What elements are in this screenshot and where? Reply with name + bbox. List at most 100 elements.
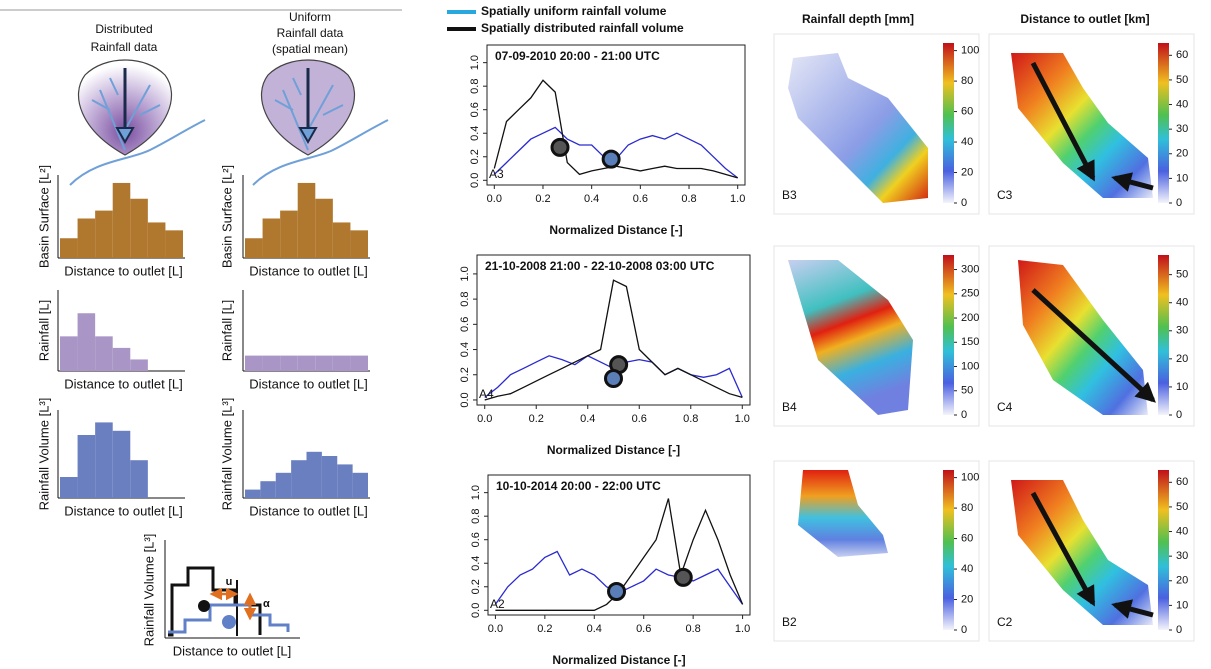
x-tick-label: 0.0 <box>487 193 502 205</box>
x-tick-label: 0.0 <box>488 623 503 635</box>
bar <box>165 230 183 258</box>
header: Rainfall data <box>91 40 158 54</box>
header: (spatial mean) <box>272 42 348 56</box>
x-tick-label: 0.6 <box>633 193 648 205</box>
colorbar-tick-label: 0 <box>961 409 967 421</box>
y-tick-label: 0.0 <box>459 392 471 407</box>
bar <box>77 435 96 498</box>
bar <box>297 182 316 258</box>
y-tick-label: 0.6 <box>469 102 481 117</box>
colorbar-tick-label: 40 <box>1176 525 1188 537</box>
colorbar-tick-label: 30 <box>1176 325 1188 337</box>
y-axis-label: Rainfall Volume [L³] <box>36 398 51 511</box>
x-tick-label: 0.4 <box>587 623 602 635</box>
x-axis-label: Distance to outlet [L] <box>64 376 183 391</box>
plot-frame <box>487 474 751 616</box>
colorbar-tick-label: 60 <box>961 532 973 544</box>
header: Distributed <box>95 22 152 36</box>
bar <box>95 336 113 371</box>
colorbar-tick-label: 10 <box>1176 172 1188 184</box>
bar <box>332 222 351 258</box>
marker-point <box>607 581 627 601</box>
bar <box>280 210 298 258</box>
colorbar-tick-label: 50 <box>1176 501 1188 513</box>
colorbar <box>1158 470 1169 630</box>
marker-point <box>673 567 693 587</box>
bar <box>350 230 368 258</box>
panel-label: C2 <box>997 615 1013 629</box>
colorbar-tick-label: 20 <box>1176 575 1188 587</box>
flow-arrow <box>1111 172 1154 192</box>
y-tick-label: 0.0 <box>470 603 482 618</box>
x-tick-label: 1.0 <box>735 413 750 425</box>
y-tick-label: 0.6 <box>470 532 482 547</box>
colorbar-tick-label: 30 <box>1176 550 1188 562</box>
marker-point <box>604 369 623 389</box>
column-title: Distance to outlet [km] <box>1020 12 1149 26</box>
colorbar-tick-label: 60 <box>1176 476 1188 488</box>
colorbar-tick-label: 200 <box>961 312 979 324</box>
panel-label: A2 <box>490 597 505 611</box>
x-tick-label: 0.4 <box>580 413 595 425</box>
y-axis-label: Rainfall [L] <box>219 300 234 361</box>
bar <box>321 456 338 498</box>
bar <box>130 198 148 258</box>
flow-arrow <box>1111 599 1154 619</box>
bar <box>112 182 131 258</box>
x-axis-label: Normalized Distance [-] <box>552 653 685 667</box>
colorbar-tick-label: 0 <box>1176 624 1182 636</box>
chart-title: 07-09-2010 20:00 - 21:00 UTC <box>495 49 660 63</box>
bar <box>275 472 292 498</box>
bar <box>315 355 333 371</box>
colorbar-tick-label: 10 <box>1176 599 1188 611</box>
panel-label: C3 <box>997 188 1013 202</box>
x-tick-label: 0.4 <box>584 193 599 205</box>
map-shape <box>788 260 913 415</box>
colorbar-tick-label: 80 <box>961 502 973 514</box>
bar <box>245 489 261 498</box>
x-tick-label: 0.6 <box>632 413 647 425</box>
colorbar-tick-label: 60 <box>1176 49 1188 61</box>
y-tick-label: 1.0 <box>470 485 482 500</box>
flow-arrow <box>1030 491 1096 607</box>
bar <box>77 313 96 371</box>
bar <box>112 347 131 371</box>
bar <box>245 238 263 258</box>
marker-point <box>601 149 621 169</box>
x-tick-label: 1.0 <box>735 623 750 635</box>
panel-label: A4 <box>479 387 494 401</box>
y-tick-label: 1.0 <box>459 266 471 281</box>
colorbar-tick-label: 0 <box>961 197 967 209</box>
colorbar-tick-label: 100 <box>961 45 979 57</box>
y-tick-label: 0.2 <box>470 579 482 594</box>
bar <box>280 355 298 371</box>
flow-arrow <box>1031 288 1156 403</box>
colorbar-tick-label: 60 <box>961 105 973 117</box>
colorbar-tick-label: 40 <box>1176 98 1188 110</box>
marker-point <box>550 137 570 157</box>
bar <box>60 238 78 258</box>
x-tick-label: 0.2 <box>537 623 552 635</box>
bar <box>95 210 113 258</box>
bar <box>306 451 322 498</box>
map-shape <box>1011 53 1153 198</box>
plot-frame <box>476 254 751 406</box>
x-tick-label: 0.0 <box>477 413 492 425</box>
bar <box>262 355 281 371</box>
x-axis-label: Distance to outlet [L] <box>64 503 183 518</box>
y-tick-label: 0.2 <box>459 367 471 382</box>
colorbar-tick-label: 100 <box>961 360 979 372</box>
bar <box>60 477 78 498</box>
colorbar-tick-label: 300 <box>961 263 979 275</box>
bar <box>245 355 263 371</box>
bar <box>291 460 307 498</box>
bar <box>350 355 368 371</box>
map-frame <box>773 245 980 427</box>
colorbar-tick-label: 20 <box>961 593 973 605</box>
colorbar <box>943 470 954 630</box>
y-tick-label: 0.0 <box>469 173 481 188</box>
x-tick-label: 0.8 <box>686 623 701 635</box>
bar <box>260 481 276 498</box>
map-frame <box>988 460 1195 642</box>
alpha-label: α <box>263 598 270 610</box>
